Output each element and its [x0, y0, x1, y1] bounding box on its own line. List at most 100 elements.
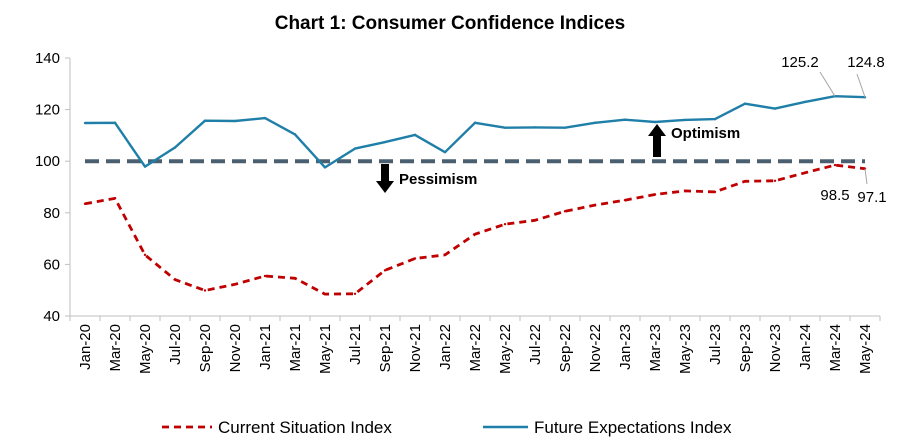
x-tick-label: Jan-20: [77, 324, 94, 370]
x-tick-label: Mar-21: [287, 324, 304, 372]
current-situation-point: [503, 222, 507, 226]
x-tick-label: Nov-21: [407, 324, 424, 372]
future-expectations-point: [143, 165, 147, 168]
future-expectations-point: [623, 118, 627, 121]
future-expectations-point: [323, 166, 327, 169]
future-expectations-point: [503, 126, 507, 129]
x-tick-label: May-22: [497, 324, 514, 374]
annotation-layer: Optimism Pessimism 125.2 124.8 98.5 97.1: [376, 54, 887, 206]
optimism-label: Optimism: [671, 125, 740, 142]
x-tick-label: Jan-23: [617, 324, 634, 370]
current-situation-point: [833, 163, 837, 167]
x-tick-label: May-24: [857, 324, 874, 374]
future-expectations-point: [533, 126, 537, 129]
current-situation-point: [113, 197, 117, 200]
y-tick-label: 40: [43, 308, 60, 325]
data-label-fei-mar24: 125.2: [781, 54, 819, 71]
future-expectations-point: [653, 120, 657, 124]
x-tick-label: Jul-23: [707, 324, 724, 365]
x-tick-label: Jul-21: [347, 324, 364, 365]
current-situation-point: [233, 283, 237, 286]
x-tick-label: Jul-22: [527, 324, 544, 365]
current-situation-point: [383, 269, 387, 272]
x-tick-label: Jan-22: [437, 324, 454, 370]
series-layer: [83, 94, 867, 296]
y-tick-label: 80: [43, 205, 60, 222]
data-label-csi-mar24: 98.5: [820, 187, 849, 204]
current-situation-point: [83, 202, 87, 205]
x-tick-label: Sep-23: [737, 324, 754, 372]
x-tick-label: Jul-20: [167, 324, 184, 365]
x-tick-label: Sep-21: [377, 324, 394, 372]
future-expectations-point: [743, 102, 747, 105]
x-tick-label: Mar-22: [467, 324, 484, 372]
future-expectations-point: [293, 133, 297, 136]
current-situation-point: [173, 278, 177, 281]
current-situation-point: [203, 289, 207, 292]
future-expectations-point: [563, 126, 567, 129]
future-expectations-point: [383, 140, 387, 144]
current-situation-point: [263, 274, 267, 278]
future-expectations-point: [773, 107, 777, 110]
future-expectations-point: [173, 146, 177, 149]
future-expectations-point: [713, 117, 717, 121]
future-expectations-point: [353, 147, 357, 150]
future-expectations-point: [443, 150, 447, 154]
y-tick-label: 140: [35, 50, 60, 67]
y-tick-label: 120: [35, 102, 60, 119]
x-tick-label: Jan-24: [797, 324, 814, 370]
x-tick-label: Mar-24: [827, 324, 844, 372]
x-tick-label: Mar-23: [647, 324, 664, 372]
current-situation-point: [533, 219, 537, 222]
current-situation-point: [473, 233, 477, 236]
leader-line: [856, 73, 866, 98]
leader-line: [864, 168, 868, 185]
current-situation-point: [743, 180, 747, 183]
x-tick-label: Nov-20: [227, 324, 244, 372]
legend-label-current-situation: Current Situation Index: [218, 418, 392, 437]
current-situation-point: [443, 253, 447, 257]
x-tick-label: Sep-22: [557, 324, 574, 372]
future-expectations-point: [83, 121, 87, 125]
pessimism-arrow-icon: [376, 164, 394, 193]
optimism-arrow-icon: [648, 124, 666, 157]
x-tick-label: May-20: [137, 324, 154, 374]
future-expectations-point: [203, 119, 207, 122]
x-tick-label: Sep-20: [197, 324, 214, 372]
x-tick-label: May-23: [677, 324, 694, 374]
x-tick-label: Mar-20: [107, 324, 124, 372]
data-label-csi-may24: 97.1: [857, 189, 886, 206]
legend-label-future-expectations: Future Expectations Index: [534, 418, 732, 437]
y-tick-label: 100: [35, 153, 60, 170]
current-situation-point: [413, 257, 417, 260]
future-expectations-point: [233, 119, 237, 123]
x-tick-label: Nov-22: [587, 324, 604, 372]
leader-line: [819, 71, 836, 97]
future-expectations-point: [803, 100, 807, 104]
current-situation-point: [803, 171, 807, 175]
current-situation-point: [623, 198, 627, 202]
y-tick-label: 60: [43, 256, 60, 273]
x-tick-label: Nov-23: [767, 324, 784, 372]
current-situation-point: [653, 193, 657, 196]
future-expectations-point: [263, 116, 267, 120]
future-expectations-point: [593, 121, 597, 124]
current-situation-point: [683, 189, 687, 193]
x-tick-label: May-21: [317, 324, 334, 374]
future-expectations-point: [113, 121, 117, 124]
future-expectations-point: [683, 118, 687, 122]
axes: 40 60 80 100 120 140 Jan-20 Mar-20 May-20 Jul-20 S…: [35, 50, 881, 374]
data-label-fei-may24: 124.8: [847, 54, 885, 71]
current-situation-point: [353, 292, 357, 296]
current-situation-point: [773, 179, 777, 183]
current-situation-point: [143, 253, 147, 257]
x-tick-label: Jan-21: [257, 324, 274, 370]
legend: Current Situation Index Future Expectatio…: [162, 418, 732, 437]
chart-title: Chart 1: Consumer Confidence Indices: [275, 13, 626, 34]
current-situation-point: [593, 203, 597, 207]
current-situation-point: [713, 190, 717, 194]
future-expectations-point: [413, 133, 417, 137]
future-expectations-point: [473, 121, 477, 124]
current-situation-point: [563, 210, 567, 213]
